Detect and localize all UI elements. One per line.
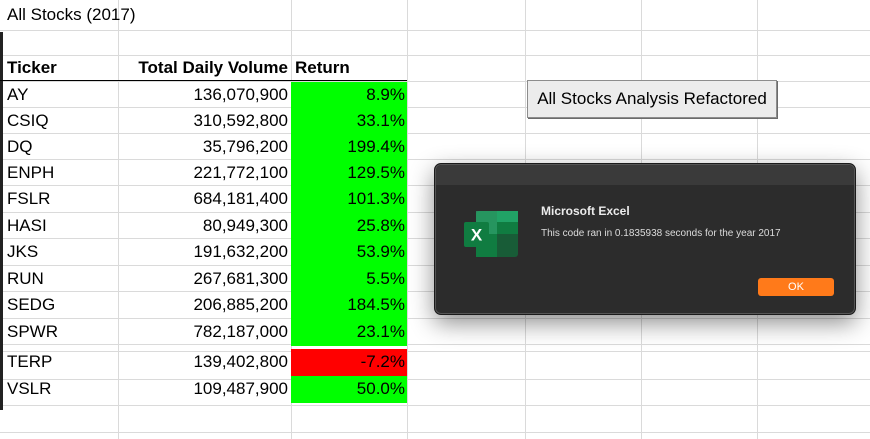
- dialog-title-bar[interactable]: [436, 165, 854, 185]
- ticker-cell[interactable]: JKS: [7, 242, 39, 261]
- grid-row-line: [0, 344, 870, 345]
- return-cell[interactable]: 50.0%: [291, 376, 407, 403]
- return-cell[interactable]: 129.5%: [291, 160, 407, 187]
- sheet-title[interactable]: All Stocks (2017): [7, 5, 136, 24]
- ok-button[interactable]: OK: [758, 278, 834, 296]
- grid-row-line: [0, 159, 870, 160]
- grid-row-line: [0, 81, 870, 82]
- return-cell[interactable]: -7.2%: [291, 349, 407, 376]
- return-cell[interactable]: 5.5%: [291, 266, 407, 293]
- ticker-cell[interactable]: FSLR: [7, 189, 51, 208]
- ticker-cell[interactable]: VSLR: [7, 379, 52, 398]
- ticker-cell[interactable]: DQ: [7, 137, 33, 156]
- row-selection-bar: [0, 32, 3, 410]
- volume-cell[interactable]: 684,181,400: [193, 189, 288, 208]
- grid-row-line: [0, 379, 870, 380]
- excel-message-dialog: X Microsoft Excel This code ran in 0.183…: [434, 163, 856, 315]
- ticker-cell[interactable]: SPWR: [7, 322, 58, 341]
- volume-cell[interactable]: 80,949,300: [202, 216, 288, 235]
- header-ticker[interactable]: Ticker: [7, 58, 57, 77]
- ticker-cell[interactable]: ENPH: [7, 163, 55, 182]
- ticker-cell[interactable]: TERP: [7, 352, 53, 371]
- volume-cell[interactable]: 221,772,100: [193, 163, 288, 182]
- excel-icon: X: [464, 211, 518, 257]
- volume-cell[interactable]: 109,487,900: [193, 379, 288, 398]
- volume-cell[interactable]: 310,592,800: [193, 111, 288, 130]
- grid-column-line: [407, 0, 408, 439]
- volume-cell[interactable]: 35,796,200: [202, 137, 288, 156]
- grid-row-line: [0, 30, 870, 31]
- header-return[interactable]: Return: [295, 58, 350, 77]
- return-cell[interactable]: 199.4%: [291, 134, 407, 161]
- grid-row-line: [0, 55, 870, 56]
- grid-column-line: [118, 0, 119, 439]
- header-total-daily-volume[interactable]: Total Daily Volume: [138, 58, 288, 77]
- return-cell[interactable]: 101.3%: [291, 186, 407, 213]
- ticker-cell[interactable]: AY: [7, 85, 29, 104]
- return-cell[interactable]: 53.9%: [291, 239, 407, 266]
- grid-row-line: [0, 351, 870, 352]
- return-cell[interactable]: 33.1%: [291, 108, 407, 135]
- ticker-cell[interactable]: HASI: [7, 216, 47, 235]
- volume-cell[interactable]: 267,681,300: [193, 269, 288, 288]
- ticker-cell[interactable]: SEDG: [7, 295, 56, 314]
- excel-icon-letter: X: [471, 226, 483, 245]
- grid-row-line: [0, 107, 870, 108]
- grid-row-line: [0, 432, 870, 433]
- ticker-cell[interactable]: CSIQ: [7, 111, 49, 130]
- dialog-title: Microsoft Excel: [541, 204, 630, 218]
- grid-row-line: [0, 133, 870, 134]
- return-cell[interactable]: 25.8%: [291, 213, 407, 240]
- volume-cell[interactable]: 136,070,900: [193, 85, 288, 104]
- return-cell[interactable]: 184.5%: [291, 292, 407, 319]
- all-stocks-analysis-refactored-button[interactable]: All Stocks Analysis Refactored: [527, 80, 777, 118]
- header-underline: [0, 80, 407, 81]
- grid-row-line: [0, 405, 870, 406]
- return-cell[interactable]: 8.9%: [291, 82, 407, 109]
- volume-cell[interactable]: 139,402,800: [193, 352, 288, 371]
- ticker-cell[interactable]: RUN: [7, 269, 44, 288]
- dialog-message: This code ran in 0.1835938 seconds for t…: [541, 228, 781, 239]
- grid-row-line: [0, 318, 870, 319]
- volume-cell[interactable]: 191,632,200: [193, 242, 288, 261]
- volume-cell[interactable]: 206,885,200: [193, 295, 288, 314]
- return-cell[interactable]: 23.1%: [291, 319, 407, 346]
- volume-cell[interactable]: 782,187,000: [193, 322, 288, 341]
